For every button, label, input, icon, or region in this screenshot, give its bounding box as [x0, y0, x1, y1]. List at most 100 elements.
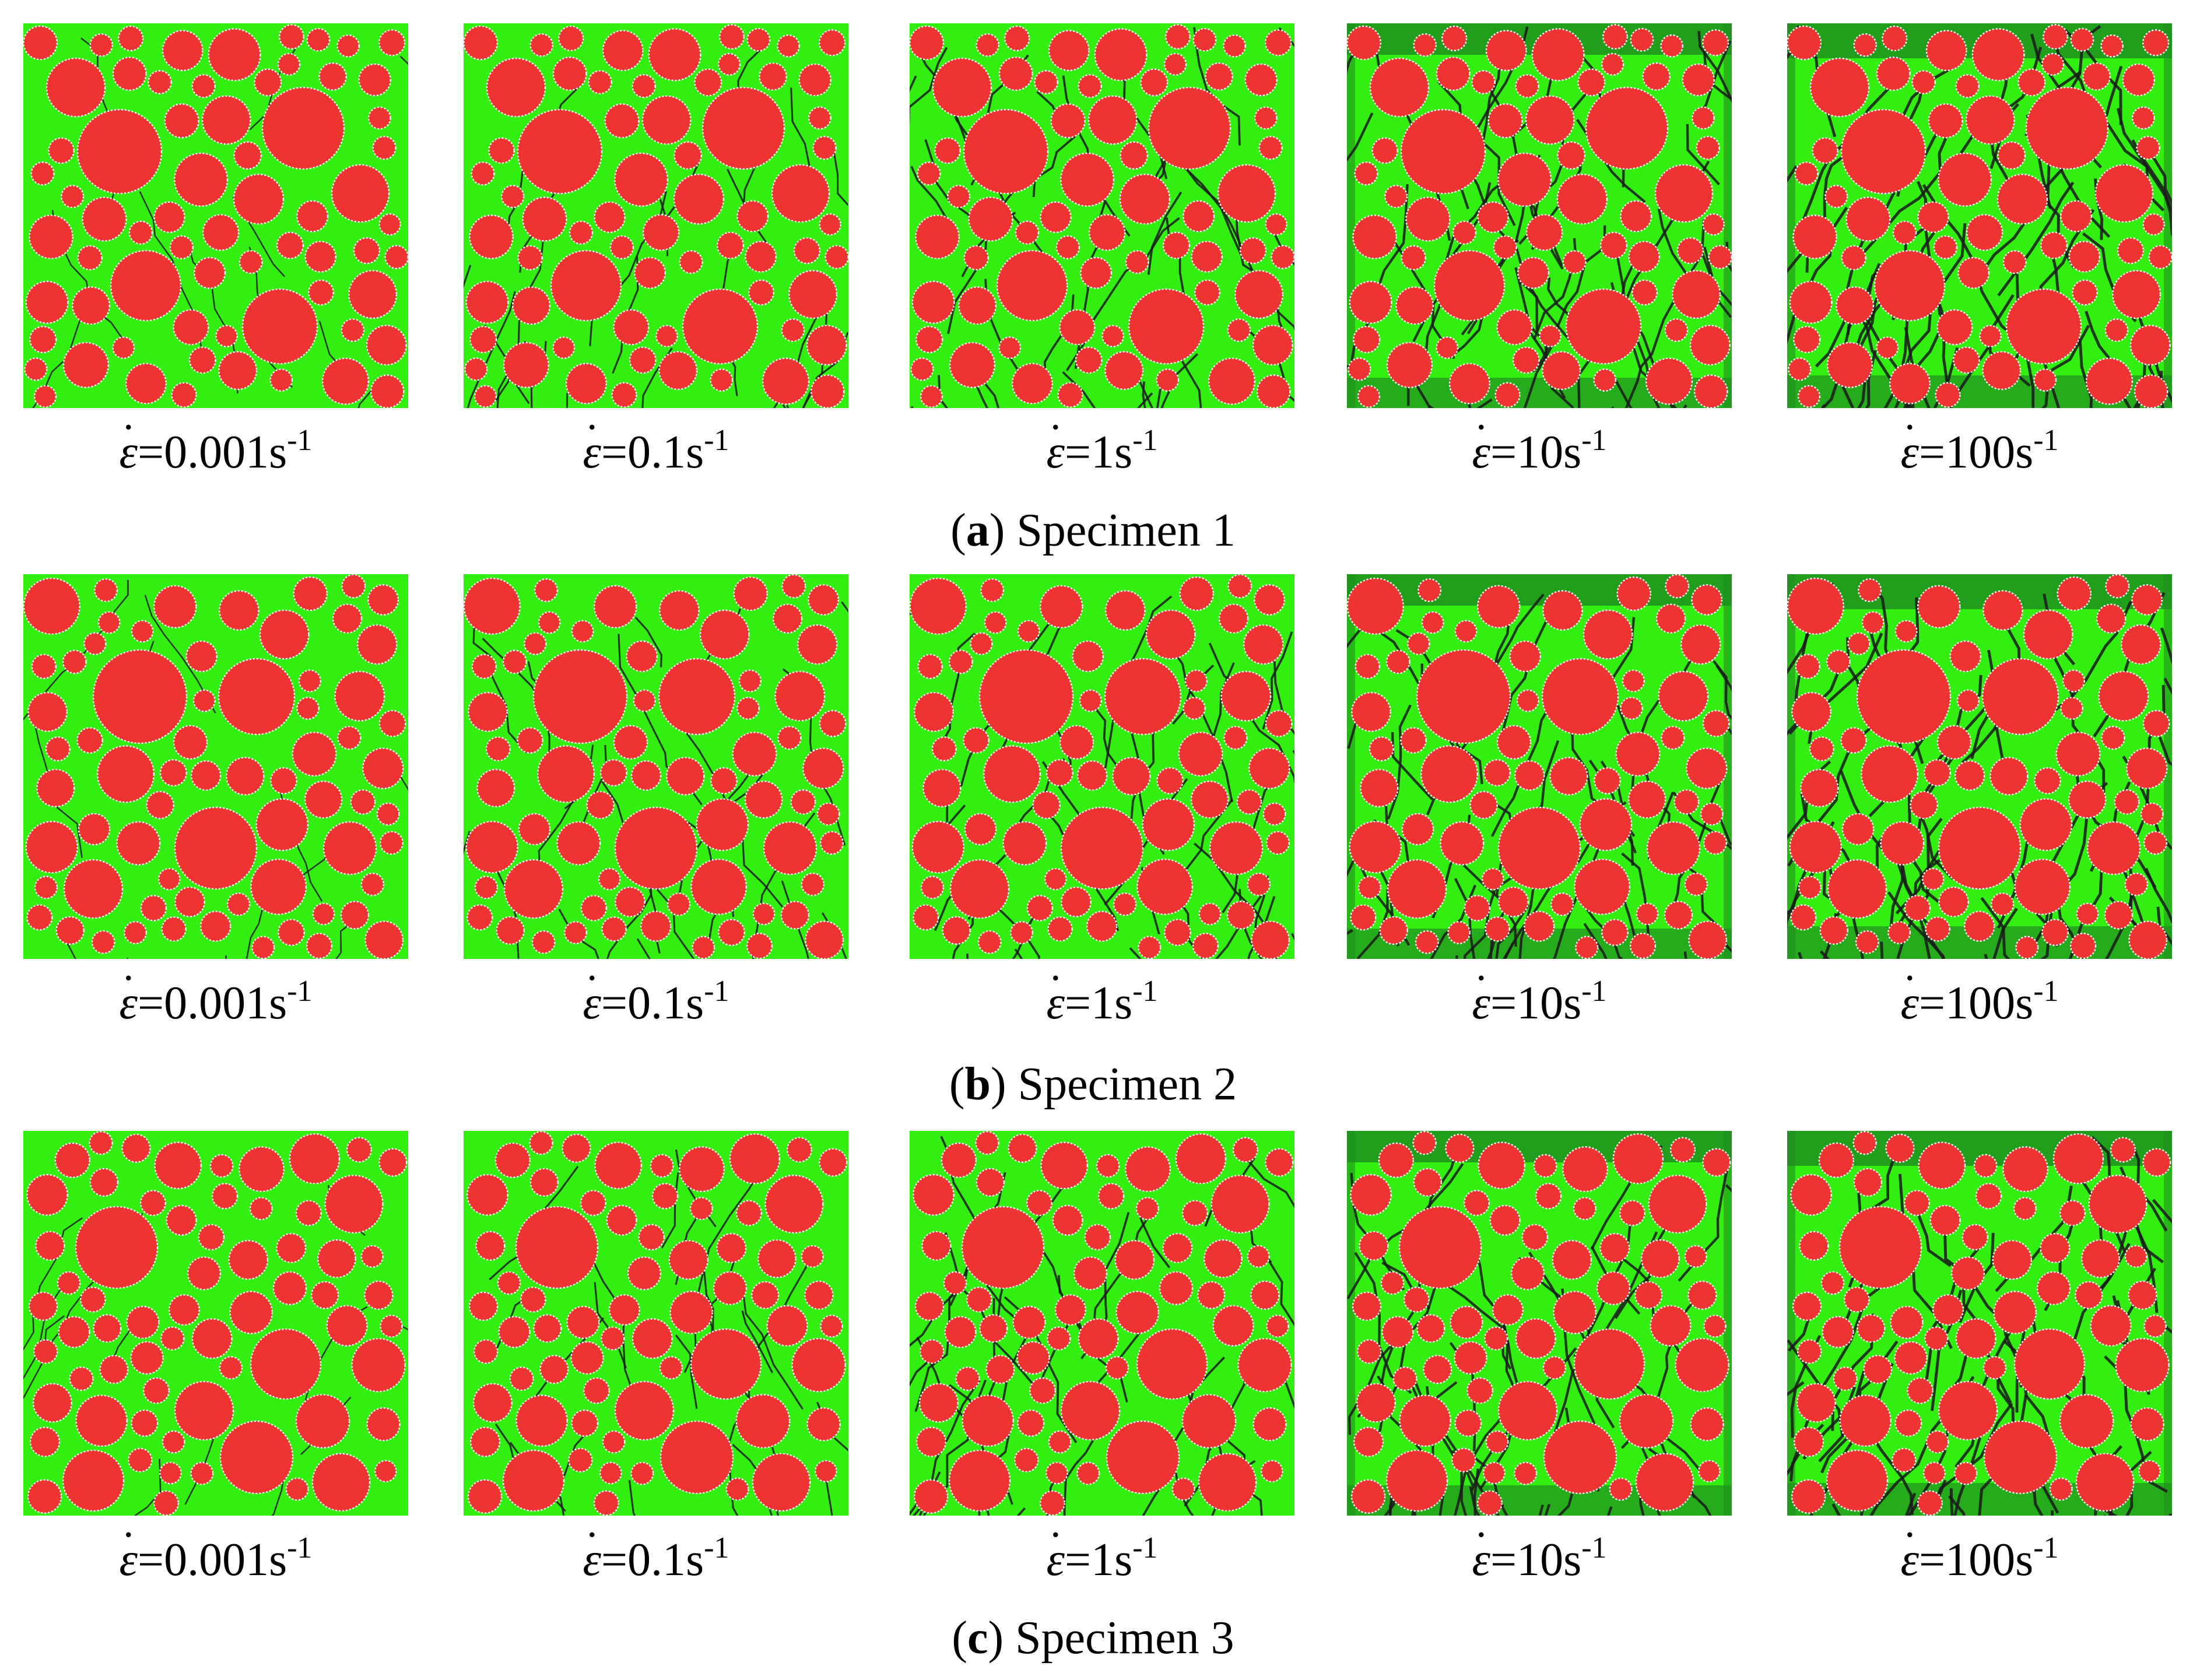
strain-rate-symbol: ε ˙ [1900, 1523, 1919, 1586]
strain-rate-dot: ˙ [1047, 966, 1064, 1017]
simulation-panel-image [23, 1131, 408, 1516]
damage-contour-panel [1347, 574, 1732, 959]
strain-rate-exponent: -1 [1581, 424, 1607, 457]
strain-rate-value: =100s [1918, 978, 2034, 1029]
damage-contour-panel [23, 1131, 408, 1516]
simulation-panel-image [23, 574, 408, 959]
strain-rate-value: =1s [1064, 1534, 1133, 1586]
strain-rate-exponent: -1 [287, 975, 313, 1008]
strain-rate-value: =0.001s [137, 427, 287, 478]
strain-rate-dot: ˙ [1473, 1523, 1489, 1574]
strain-rate-dot: ˙ [1047, 1523, 1064, 1574]
simulation-panel-image [910, 1131, 1294, 1516]
strain-rate-dot: ˙ [1473, 415, 1489, 466]
strain-rate-value: =1s [1064, 427, 1133, 478]
strain-rate-exponent: -1 [1581, 975, 1607, 1008]
strain-rate-symbol: ε ˙ [1472, 966, 1490, 1029]
simulation-panel-image [464, 23, 848, 408]
strain-rate-value: =0.1s [601, 427, 704, 478]
simulation-panel-image [464, 574, 848, 959]
strain-rate-label: ε ˙ =100s-1 [1752, 966, 2186, 1029]
damage-contour-panel [1787, 574, 2172, 959]
damage-contour-panel [1347, 1131, 1732, 1516]
simulation-panel-image [1787, 574, 2172, 959]
simulation-panel-image [464, 1131, 848, 1516]
strain-rate-value: =0.001s [137, 1534, 287, 1586]
simulation-panel-image [1347, 23, 1732, 408]
strain-rate-label: ε ˙ =0.001s-1 [0, 1523, 443, 1586]
strain-rate-value: =0.1s [601, 978, 704, 1029]
strain-rate-symbol: ε ˙ [1046, 415, 1065, 478]
strain-rate-value: =0.001s [137, 978, 287, 1029]
strain-rate-symbol: ε ˙ [119, 415, 138, 478]
strain-rate-label: ε ˙ =10s-1 [1312, 966, 1767, 1029]
strain-rate-dot: ˙ [120, 1523, 136, 1574]
simulation-panel-image [1347, 574, 1732, 959]
strain-rate-exponent: -1 [2033, 1531, 2059, 1565]
damage-contour-panel [464, 574, 848, 959]
strain-rate-label: ε ˙ =10s-1 [1312, 1525, 1767, 1586]
strain-rate-symbol: ε ˙ [583, 966, 601, 1029]
damage-contour-panel [23, 574, 408, 959]
strain-rate-value: =100s [1918, 427, 2034, 478]
subfigure-caption: (b) Specimen 2 [949, 1059, 1237, 1110]
strain-rate-dot: ˙ [584, 1523, 600, 1574]
simulation-panel-image [910, 23, 1294, 408]
subfigure-title: Specimen 3 [1015, 1612, 1234, 1664]
strain-rate-symbol: ε ˙ [1472, 415, 1490, 478]
strain-rate-exponent: -1 [1581, 1531, 1607, 1565]
simulation-panel-image [23, 23, 408, 408]
strain-rate-dot: ˙ [120, 966, 136, 1017]
damage-contour-panel [1787, 1131, 2172, 1516]
subfigure-caption: (c) Specimen 3 [952, 1612, 1234, 1664]
strain-rate-exponent: -1 [287, 1531, 313, 1565]
damage-contour-panel [464, 23, 848, 408]
strain-rate-label: ε ˙ =0.1s-1 [429, 966, 883, 1029]
strain-rate-value: =10s [1490, 427, 1582, 478]
subfigure-caption: (a) Specimen 1 [950, 505, 1236, 556]
strain-rate-label: ε ˙ =10s-1 [1312, 415, 1767, 478]
strain-rate-dot: ˙ [584, 966, 600, 1017]
strain-rate-label: ε ˙ =1s-1 [875, 966, 1329, 1029]
strain-rate-exponent: -1 [1132, 975, 1158, 1008]
strain-rate-dot: ˙ [1047, 415, 1064, 466]
strain-rate-exponent: -1 [1132, 424, 1158, 457]
damage-contour-panel [23, 23, 408, 408]
strain-rate-symbol: ε ˙ [119, 966, 138, 1029]
strain-rate-dot: ˙ [1901, 415, 1918, 466]
strain-rate-exponent: -1 [2033, 975, 2059, 1008]
strain-rate-value: =0.1s [601, 1534, 704, 1586]
strain-rate-exponent: -1 [704, 424, 729, 457]
subfigure-title: Specimen 2 [1017, 1059, 1237, 1110]
strain-rate-exponent: -1 [704, 975, 729, 1008]
strain-rate-symbol: ε ˙ [1900, 966, 1919, 1029]
subfigure-letter: c [967, 1612, 988, 1664]
damage-contour-panel [464, 1131, 848, 1516]
simulation-panel-image [1787, 23, 2172, 408]
strain-rate-value: =1s [1064, 978, 1133, 1029]
damage-contour-panel [910, 23, 1294, 408]
damage-contour-panel [910, 574, 1294, 959]
strain-rate-symbol: ε ˙ [1046, 1523, 1065, 1586]
strain-rate-value: =10s [1490, 1534, 1582, 1586]
simulation-panel-image [1347, 1131, 1732, 1516]
damage-contour-panel [1787, 23, 2172, 408]
subfigure-letter: a [966, 505, 990, 556]
strain-rate-label: ε ˙ =0.001s-1 [0, 415, 443, 478]
simulation-panel-image [1787, 1131, 2172, 1516]
subfigure-title: Specimen 1 [1016, 505, 1236, 556]
strain-rate-symbol: ε ˙ [583, 1523, 601, 1586]
strain-rate-label: ε ˙ =0.1s-1 [429, 1523, 883, 1586]
strain-rate-dot: ˙ [120, 415, 136, 466]
strain-rate-dot: ˙ [1901, 1523, 1918, 1574]
strain-rate-value: =10s [1490, 978, 1582, 1029]
strain-rate-symbol: ε ˙ [119, 1523, 138, 1586]
strain-rate-exponent: -1 [1132, 1531, 1158, 1565]
strain-rate-symbol: ε ˙ [1046, 966, 1065, 1029]
strain-rate-dot: ˙ [1901, 966, 1918, 1017]
strain-rate-symbol: ε ˙ [1900, 415, 1919, 478]
strain-rate-label: ε ˙ =0.1s-1 [429, 415, 883, 478]
strain-rate-dot: ˙ [584, 415, 600, 466]
strain-rate-symbol: ε ˙ [583, 415, 601, 478]
damage-contour-panel [1347, 23, 1732, 408]
